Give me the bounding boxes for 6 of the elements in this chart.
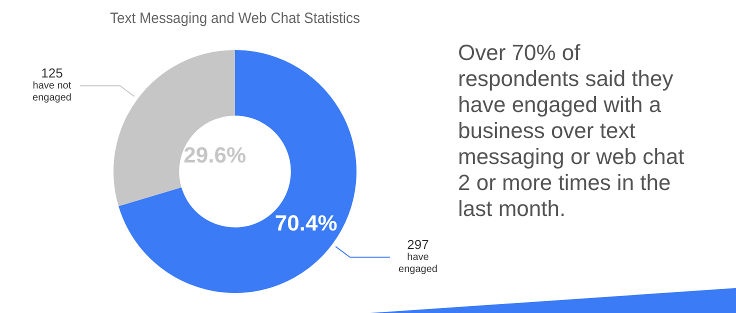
slice-label: 125 have not engaged (32, 65, 72, 104)
slice-label: 297 have engaged (398, 236, 438, 276)
data-label: 29.6% (184, 142, 246, 168)
text: Over 70% of respondents said they have engaged with a business over text messaging or web chat 2 or more times in the last month. (458, 40, 686, 222)
chart-title: Text Messaging and Web Chat Statistics (110, 10, 360, 28)
data-label: 70.4% (274, 210, 338, 236)
